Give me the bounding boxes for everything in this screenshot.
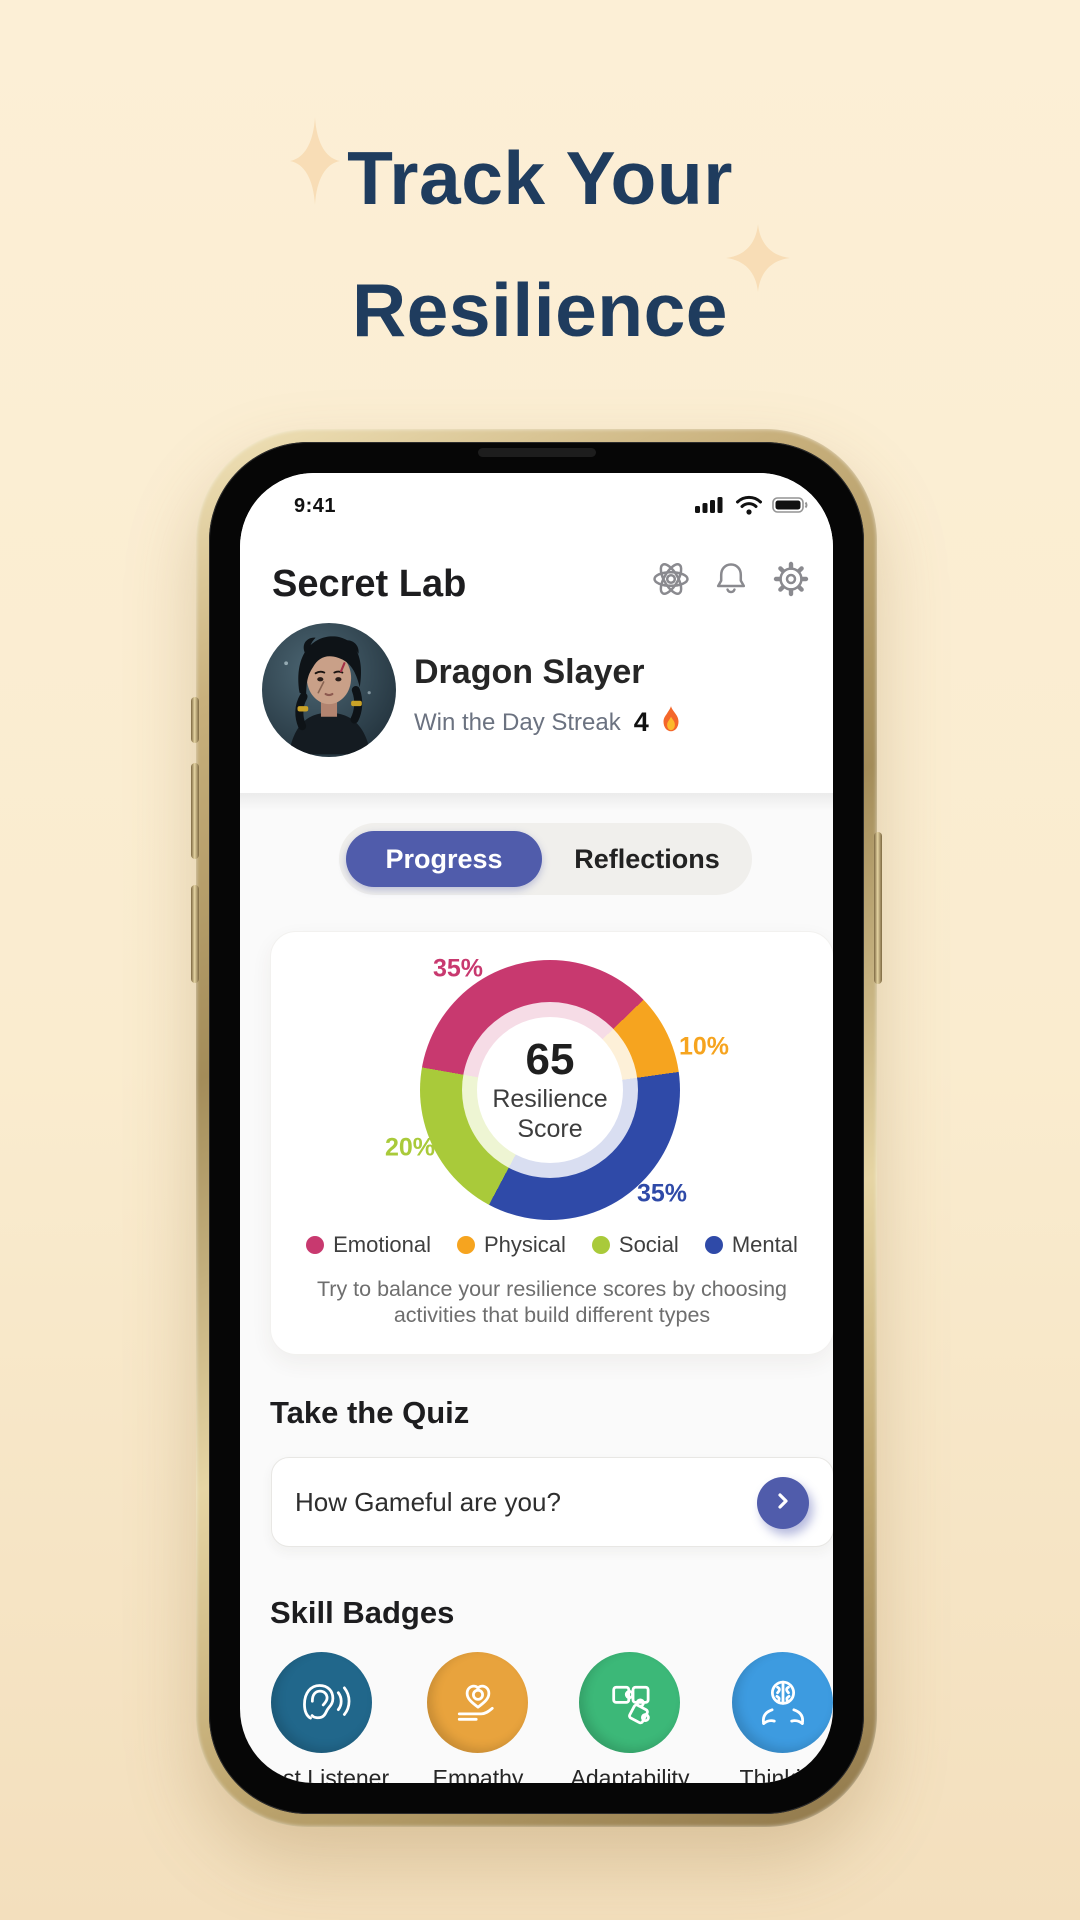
legend-dot-mental <box>704 1236 723 1254</box>
volume-down-button <box>191 885 199 983</box>
tab-reflections-label: Reflections <box>574 843 720 874</box>
resilience-chart-card: 65 Resilience Score 35% 10% 35% 20% Emot… <box>270 931 833 1355</box>
legend-item-physical: Physical <box>456 1232 566 1258</box>
legend-label-social: Social <box>618 1232 679 1257</box>
chevron-right-icon <box>773 1491 793 1516</box>
badge-empathy[interactable] <box>427 1652 528 1753</box>
badges-section-heading: Skill Badges <box>270 1595 455 1630</box>
streak-count: 4 <box>633 707 649 737</box>
legend-item-social: Social <box>591 1232 679 1258</box>
app-title: Secret Lab <box>272 563 467 605</box>
sparkle-icon <box>726 224 790 292</box>
header-divider <box>240 793 833 811</box>
signal-icon <box>695 497 723 513</box>
power-button <box>874 832 882 984</box>
donut-center: 65 Resilience Score <box>477 1017 623 1163</box>
segment-pct-social: 20% <box>384 1133 436 1162</box>
phone-frame: 9:41 <box>191 429 882 1827</box>
status-time: 9:41 <box>294 495 337 517</box>
battery-icon <box>772 497 808 513</box>
speaker-slot <box>477 448 596 457</box>
silent-switch <box>191 697 199 743</box>
wifi-icon <box>736 495 762 515</box>
legend-label-physical: Physical <box>483 1232 566 1257</box>
segment-pct-emotional: 35% <box>432 954 484 983</box>
resilience-score-label1: Resilience <box>492 1085 608 1113</box>
quiz-section-heading: Take the Quiz <box>270 1395 470 1430</box>
status-icons <box>695 493 815 517</box>
badge-label-adaptability: Adaptability <box>570 1765 690 1783</box>
streak-label: Win the Day Streak <box>414 708 621 736</box>
resilience-score-label2: Score <box>517 1115 583 1143</box>
chart-caption-line1: Try to balance your resilience scores by… <box>316 1277 788 1301</box>
page-title-line2: Resilience <box>351 268 729 352</box>
legend-dot-emotional <box>306 1236 325 1254</box>
quiz-question: How Gameful are you? <box>295 1486 561 1517</box>
legend-item-mental: Mental <box>704 1232 798 1258</box>
flame-icon <box>658 705 684 740</box>
badge-label-best-listener: Best Listener <box>254 1765 390 1783</box>
resilience-score-value: 65 <box>525 1035 575 1084</box>
gear-icon[interactable] <box>769 557 813 601</box>
sparkle-icon <box>290 117 340 205</box>
page-title-line1: Track Your <box>347 136 733 220</box>
quiz-start-button[interactable] <box>757 1477 809 1529</box>
page-title: Track Your Resilience <box>0 112 1080 376</box>
header-actions <box>649 557 813 601</box>
heart-in-hand-icon <box>457 1684 494 1721</box>
legend-dot-social <box>591 1236 610 1254</box>
ear-listening-icon <box>302 1683 350 1719</box>
badge-adaptability[interactable] <box>579 1652 680 1753</box>
legend-label-mental: Mental <box>731 1232 798 1257</box>
badge-thinking[interactable] <box>732 1652 833 1753</box>
avatar[interactable] <box>262 623 396 757</box>
tabbar: Progress Reflections <box>339 823 752 895</box>
brain-in-hands-icon <box>761 1680 804 1725</box>
badge-label-thinking: Thinking <box>739 1765 827 1783</box>
legend-item-emotional: Emotional <box>306 1232 431 1258</box>
segment-pct-physical: 10% <box>678 1032 730 1061</box>
segment-pct-mental: 35% <box>636 1179 688 1208</box>
volume-up-button <box>191 763 199 859</box>
chart-caption: Try to balance your resilience scores by… <box>271 1276 833 1328</box>
phone-bezel: 9:41 <box>209 442 864 1814</box>
phone-screen: 9:41 <box>240 473 833 1783</box>
tab-progress-label: Progress <box>385 843 503 874</box>
tab-reflections[interactable]: Reflections <box>549 823 745 895</box>
legend-dot-physical <box>456 1236 475 1254</box>
badge-best-listener[interactable] <box>271 1652 372 1753</box>
chart-caption-line2: activities that build different types <box>393 1303 711 1327</box>
bell-icon[interactable] <box>709 557 753 601</box>
streak-row: Win the Day Streak 4 <box>414 705 684 740</box>
puzzle-icon <box>611 1685 650 1724</box>
atom-icon[interactable] <box>649 557 693 601</box>
chart-legend: Emotional Physical Social Mental <box>271 1232 833 1258</box>
quiz-card[interactable]: How Gameful are you? <box>271 1457 833 1547</box>
legend-label-emotional: Emotional <box>333 1232 431 1257</box>
tab-progress[interactable]: Progress <box>346 831 542 887</box>
profile-name: Dragon Slayer <box>414 653 645 691</box>
badge-label-empathy: Empathy <box>432 1765 524 1783</box>
